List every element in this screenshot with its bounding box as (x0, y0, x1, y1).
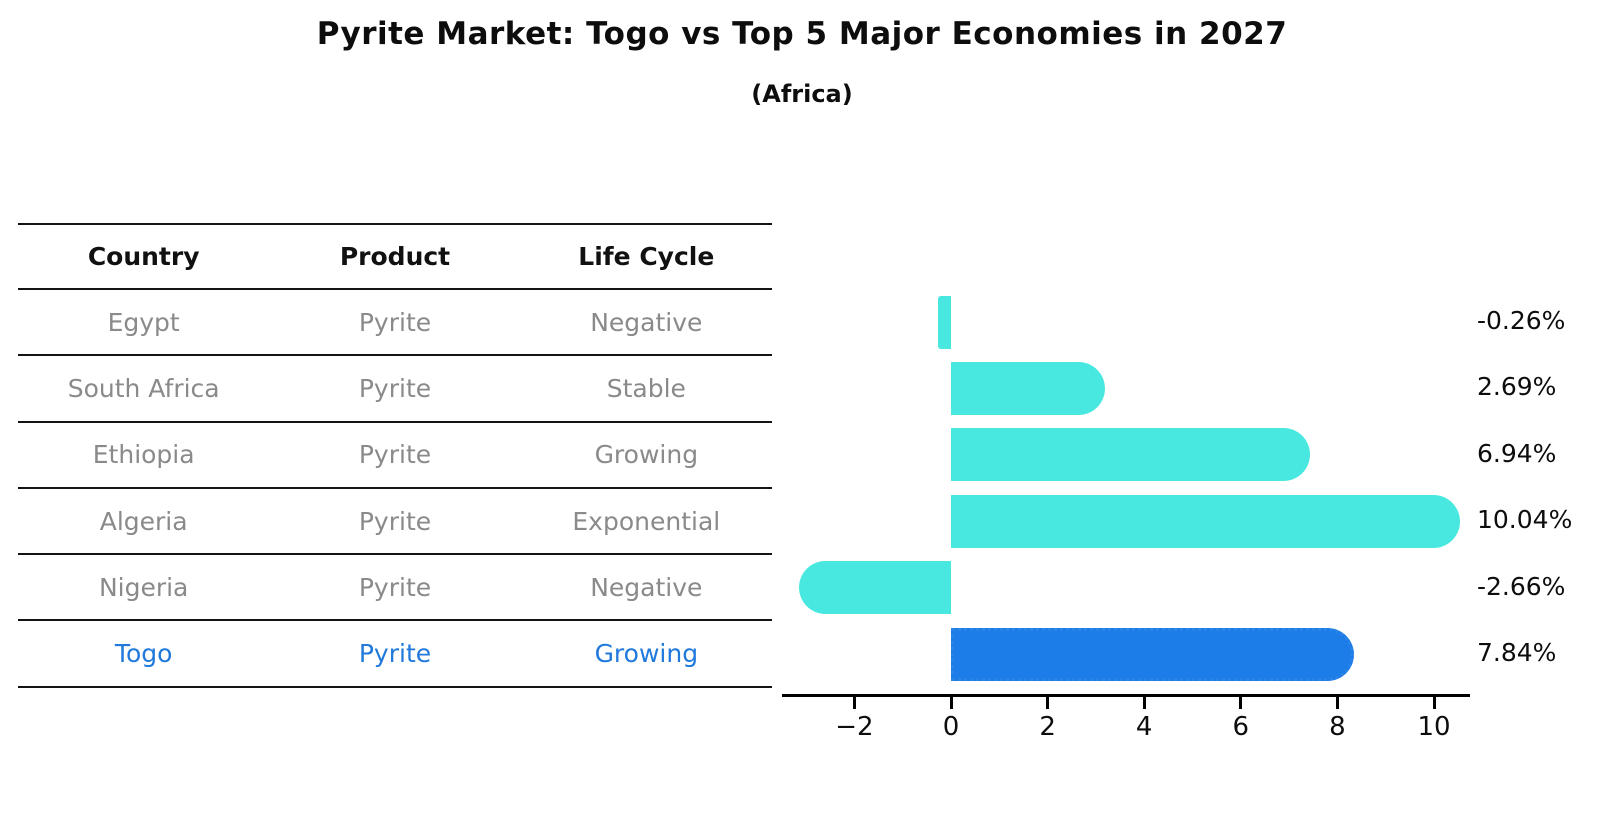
chart-subtitle: (Africa) (751, 80, 853, 108)
cell-algeria-life-cycle: Exponential (572, 506, 721, 536)
x-tick-label-0: 0 (942, 712, 960, 742)
table-row-togo: Togo Pyrite Growing (18, 621, 772, 688)
value-label-algeria: 10.04% (1477, 505, 1573, 535)
cell-south-africa-life-cycle: Stable (606, 373, 686, 403)
column-header-product: Product (339, 242, 451, 271)
bar-togo (951, 627, 1354, 681)
cell-egypt-country: Egypt (107, 307, 180, 337)
cell-togo-life-cycle: Growing (594, 639, 699, 669)
cell-south-africa-product: Pyrite (358, 373, 432, 403)
table-row-ethiopia: Ethiopia Pyrite Growing (18, 423, 772, 489)
value-label-south-africa: 2.69% (1477, 372, 1557, 402)
table-row-egypt: Egypt Pyrite Negative (18, 290, 772, 357)
table-header-row: Country Product Life Cycle (18, 225, 772, 290)
cell-ethiopia-life-cycle: Growing (594, 440, 699, 470)
cell-egypt-product: Pyrite (358, 307, 432, 337)
value-label-egypt: -0.26% (1477, 306, 1566, 335)
cell-algeria-product: Pyrite (358, 506, 432, 536)
cell-algeria-country: Algeria (99, 506, 188, 536)
x-tick-label-6: 6 (1232, 712, 1250, 742)
table-row-nigeria: Nigeria Pyrite Negative (18, 555, 772, 622)
x-tick-label-8: 8 (1329, 712, 1346, 742)
x-tick-6 (1239, 696, 1243, 709)
x-tick-4 (1142, 696, 1146, 709)
table-row-algeria: Algeria Pyrite Exponential (18, 489, 772, 556)
x-tick-label--2: −2 (835, 712, 874, 742)
x-tick-0 (949, 696, 953, 709)
column-header-country: Country (87, 242, 200, 271)
bar-nigeria (798, 561, 951, 615)
x-tick-10 (1432, 696, 1436, 709)
cell-south-africa-country: South Africa (67, 373, 220, 403)
bar-algeria (951, 494, 1460, 548)
cell-nigeria-country: Nigeria (98, 572, 189, 602)
x-tick-label-2: 2 (1039, 712, 1056, 742)
cell-ethiopia-product: Pyrite (358, 440, 432, 470)
column-header-life-cycle: Life Cycle (578, 242, 715, 271)
cell-nigeria-life-cycle: Negative (590, 572, 703, 602)
value-label-ethiopia: 6.94% (1477, 438, 1557, 468)
bar-egypt (938, 295, 951, 349)
x-tick-label-10: 10 (1417, 712, 1451, 742)
x-tick-label-4: 4 (1135, 712, 1153, 742)
x-tick-2 (1046, 696, 1050, 709)
cell-egypt-life-cycle: Negative (590, 307, 703, 337)
cell-ethiopia-country: Ethiopia (92, 440, 195, 470)
cell-nigeria-product: Pyrite (358, 572, 432, 602)
value-label-togo: 7.84% (1477, 638, 1557, 667)
country-table: Country Product Life Cycle Egypt Pyrite Negat… (18, 223, 772, 688)
value-label-nigeria: -2.66% (1477, 571, 1566, 601)
bar-south-africa (951, 361, 1105, 415)
x-axis-line (782, 693, 1470, 697)
bar-ethiopia (951, 428, 1311, 482)
x-tick-8 (1335, 696, 1339, 709)
x-tick--2 (852, 696, 856, 709)
cell-togo-product: Pyrite (358, 639, 432, 669)
cell-togo-country: Togo (114, 639, 173, 669)
chart-title: Pyrite Market: Togo vs Top 5 Major Econo… (316, 16, 1288, 52)
table-row-south-africa: South Africa Pyrite Stable (18, 356, 772, 423)
